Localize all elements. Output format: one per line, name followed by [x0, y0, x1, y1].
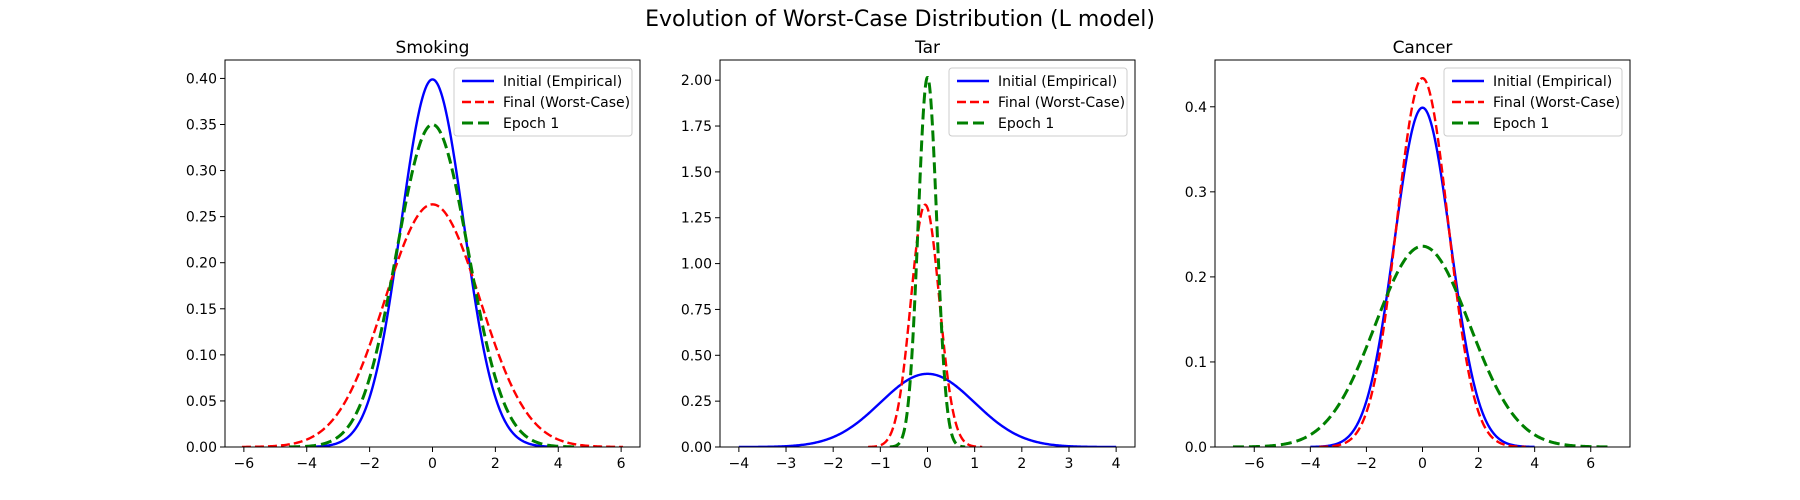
legend-label-initial-empirical: Initial (Empirical) [503, 74, 622, 90]
y-tick-label: 0.40 [186, 71, 217, 87]
x-tick-label: 2 [491, 456, 500, 472]
y-tick-label: 1.50 [681, 165, 712, 181]
series-line-epoch-1 [888, 75, 967, 447]
legend-box [1443, 67, 1623, 137]
x-tick-label: −2 [823, 456, 844, 472]
y-tick-label: 2.00 [681, 73, 712, 89]
y-tick-label: 0.25 [681, 394, 712, 410]
x-tick-label: −4 [729, 456, 750, 472]
series-line-initial-empirical [1309, 106, 1536, 447]
legend-label-epoch-1: Epoch 1 [1493, 116, 1549, 132]
chart-title-smoking: Smoking [396, 38, 470, 58]
plot-area [241, 78, 624, 447]
x-tick-label: 4 [554, 456, 563, 472]
x-tick-label: 6 [617, 456, 626, 472]
x-tick-label: −6 [1244, 456, 1265, 472]
x-tick-label: 0 [428, 456, 437, 472]
y-tick-label: 0.20 [186, 256, 217, 272]
series-line-epoch-1 [1232, 244, 1613, 447]
x-tick-label: 0 [1418, 456, 1427, 472]
y-tick-label: 1.00 [681, 257, 712, 273]
y-tick-label: 0.10 [186, 348, 217, 364]
legend-box [453, 67, 633, 137]
y-tick-label: 0.35 [186, 118, 217, 134]
legend-label-final-worst-case: Final (Worst-Case) [503, 95, 630, 111]
x-tick-label: 4 [1530, 456, 1539, 472]
plot-area [1232, 76, 1613, 447]
y-tick-label: 0.25 [186, 210, 217, 226]
x-tick-label: 6 [1586, 456, 1595, 472]
x-tick-label: 4 [1112, 456, 1121, 472]
y-tick-label: 0.00 [186, 440, 217, 456]
plot-area [738, 75, 1117, 447]
chart-title-tar: Tar [914, 38, 940, 58]
legend-label-epoch-1: Epoch 1 [998, 116, 1054, 132]
y-tick-label: 0.1 [1185, 355, 1207, 371]
y-tick-label: 0.05 [186, 394, 217, 410]
x-tick-label: −1 [870, 456, 891, 472]
legend-box [948, 67, 1128, 137]
series-line-initial-empirical [306, 78, 559, 447]
series-line-epoch-1 [288, 123, 577, 447]
y-tick-label: 0.4 [1185, 100, 1207, 116]
legend: Initial (Empirical) Final (Worst-Case) Epo… [1443, 67, 1623, 137]
series-line-initial-empirical [738, 372, 1117, 447]
series-line-final-worst-case [1318, 76, 1527, 447]
series-line-final-worst-case [241, 203, 624, 447]
x-tick-label: −3 [776, 456, 797, 472]
x-tick-label: −4 [1300, 456, 1321, 472]
y-tick-label: 0.30 [186, 164, 217, 180]
chart-title-cancer: Cancer [1393, 38, 1453, 58]
legend: Initial (Empirical) Final (Worst-Case) Epo… [453, 67, 633, 137]
legend-label-final-worst-case: Final (Worst-Case) [998, 95, 1125, 111]
x-tick-label: −2 [1356, 456, 1377, 472]
x-tick-label: −6 [234, 456, 255, 472]
y-tick-label: 0.15 [186, 302, 217, 318]
y-tick-label: 0.75 [681, 302, 712, 318]
chart-cancer: Cancer −6 −4 −2 0 2 4 6 0.0 0.1 0.2 0.3 0.4 Initial (… [1185, 38, 1631, 472]
x-tick-label: 3 [1065, 456, 1074, 472]
legend: Initial (Empirical) Final (Worst-Case) Epo… [948, 67, 1128, 137]
y-tick-label: 1.25 [681, 211, 712, 227]
legend-label-initial-empirical: Initial (Empirical) [1493, 74, 1612, 90]
chart-tar: Tar −4 −3 −2 −1 0 1 2 3 4 0.00 0.25 0.50 0.75 1.00 1.25… [681, 38, 1136, 472]
y-tick-label: 0.00 [681, 440, 712, 456]
x-tick-label: 2 [1017, 456, 1026, 472]
y-tick-label: 0.0 [1185, 440, 1207, 456]
y-tick-label: 0.50 [681, 348, 712, 364]
legend-label-epoch-1: Epoch 1 [503, 116, 559, 132]
x-tick-label: −4 [296, 456, 317, 472]
figure-title: Evolution of Worst-Case Distribution (L … [645, 7, 1155, 32]
y-tick-label: 1.75 [681, 119, 712, 135]
y-tick-label: 0.2 [1185, 270, 1207, 286]
legend-label-initial-empirical: Initial (Empirical) [998, 74, 1117, 90]
chart-panels: Smoking−6 −4 −2 0 2 4 60.000.050.100.150.200.2… [186, 38, 1631, 472]
legend-label-final-worst-case: Final (Worst-Case) [1493, 95, 1620, 111]
chart-smoking: Smoking −6 −4 −2 0 2 4 6 0.00 0.05 0.10 0.15 0.20 0.2… [186, 38, 641, 472]
y-tick-label: 0.3 [1185, 185, 1207, 201]
x-tick-label: 0 [923, 456, 932, 472]
series-line-final-worst-case [867, 203, 984, 447]
x-tick-label: 1 [970, 456, 979, 472]
x-tick-label: −2 [359, 456, 380, 472]
x-tick-label: 2 [1474, 456, 1483, 472]
